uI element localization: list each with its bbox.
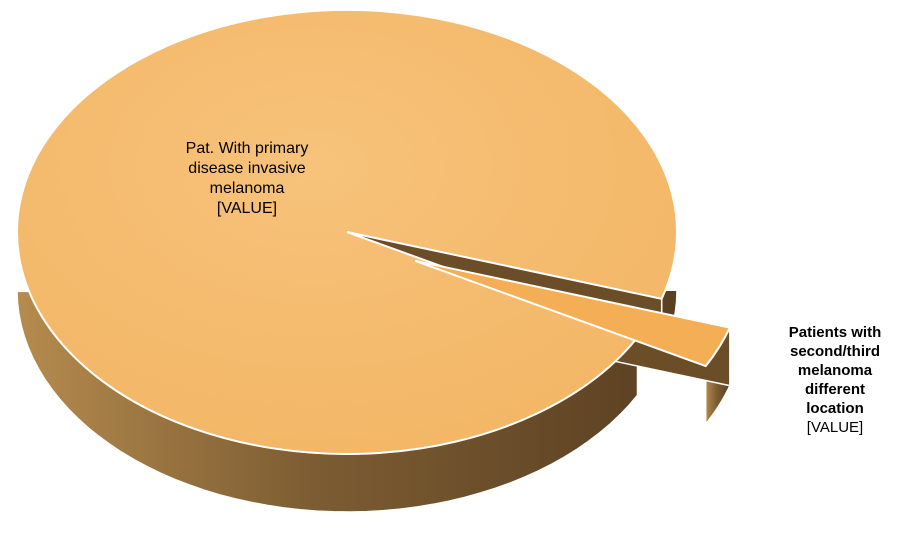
slice-value-primary: [VALUE] (132, 199, 362, 219)
slice-label-primary-line-1: Pat. With primary (132, 139, 362, 159)
slice-label-primary: Pat. With primary disease invasive melan… (132, 139, 362, 219)
slice-label-second-line-1: Patients with (760, 323, 910, 342)
slice-label-second-third: Patients with second/third melanoma diff… (760, 323, 910, 437)
slice-label-primary-line-3: melanoma (132, 179, 362, 199)
slice-label-second-line-5: location (760, 399, 910, 418)
slice-label-second-line-3: melanoma (760, 361, 910, 380)
slice-value-second-third: [VALUE] (760, 418, 910, 437)
slice-label-primary-line-2: disease invasive (132, 159, 362, 179)
slice-label-second-line-2: second/third (760, 342, 910, 361)
slice-label-second-line-4: different (760, 380, 910, 399)
pie-slice-0 (17, 10, 677, 454)
